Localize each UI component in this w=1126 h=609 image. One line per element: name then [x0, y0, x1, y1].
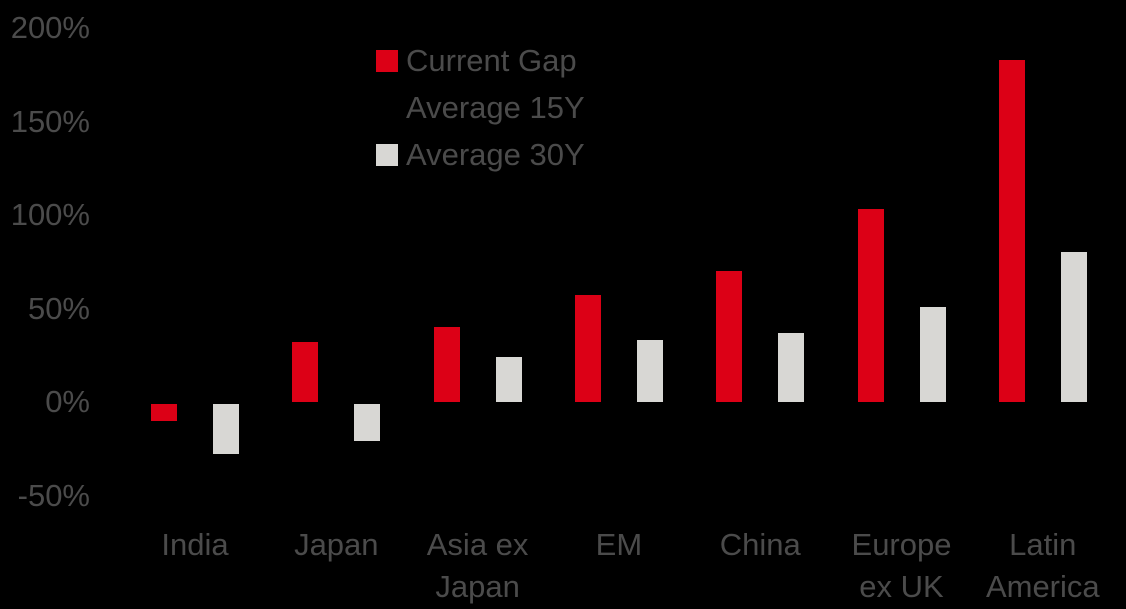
- y-tick-label: 100%: [10, 197, 90, 232]
- x-category-label: Europe ex UK: [851, 527, 952, 604]
- y-tick-label: 50%: [27, 290, 90, 326]
- average-30y-bar-4: [778, 332, 805, 402]
- average-30y-bar-6: [1060, 252, 1087, 402]
- current-gap-bar-2: [433, 327, 460, 402]
- legend-swatch: [376, 143, 406, 166]
- current-gap-bar-1: [292, 342, 319, 402]
- current-gap-bar-6: [998, 59, 1025, 402]
- y-tick-label: 200%: [10, 10, 90, 45]
- average-30y-bar-3: [636, 340, 663, 402]
- average-30y-bar-5: [919, 306, 946, 402]
- legend: Current Gap Average 15Y Average 30Y: [376, 37, 585, 178]
- legend-label: Average 30Y: [406, 136, 585, 172]
- legend-row: Average 15Y: [376, 84, 585, 131]
- legend-swatch-icon: [376, 49, 398, 72]
- x-category-label: EM: [595, 527, 643, 562]
- x-category-label: China: [719, 527, 801, 562]
- legend-label: Average 15Y: [406, 89, 585, 125]
- x-category-label: Latin America: [985, 527, 1100, 604]
- current-gap-bar-0: [151, 404, 177, 421]
- x-category-label: Japan: [294, 527, 379, 562]
- y-tick-label: 0%: [45, 384, 90, 419]
- y-tick-label: 150%: [10, 103, 90, 139]
- legend-row: Average 30Y: [376, 131, 585, 178]
- legend-swatch-icon: [376, 143, 398, 166]
- legend-label: Current Gap: [406, 42, 577, 78]
- x-category-label: India: [161, 527, 229, 562]
- x-category-label: Asia ex Japan: [426, 527, 529, 604]
- current-gap-bar-3: [574, 295, 601, 402]
- current-gap-bar-5: [857, 209, 884, 402]
- legend-swatch: [376, 49, 406, 72]
- current-gap-bar-4: [716, 271, 743, 402]
- legend-row: Current Gap: [376, 37, 585, 84]
- average-30y-bar-0: [213, 404, 239, 455]
- average-30y-bar-2: [495, 357, 522, 402]
- y-tick-label: -50%: [17, 477, 90, 513]
- legend-swatch-empty: [376, 97, 406, 119]
- average-30y-bar-1: [354, 404, 381, 442]
